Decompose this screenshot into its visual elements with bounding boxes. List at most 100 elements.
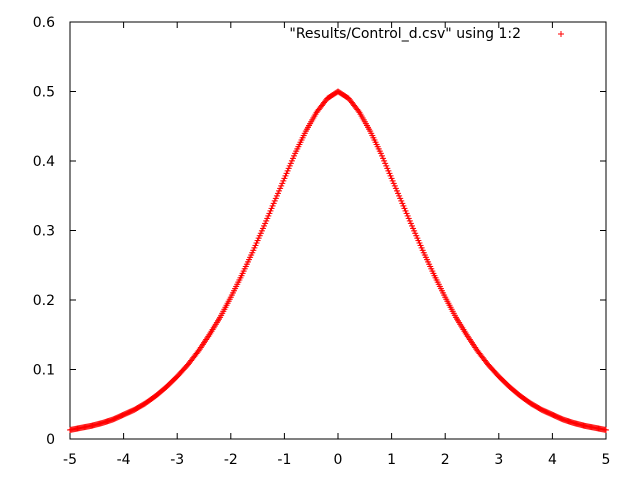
data-point-fill [380,155,387,162]
data-point-fill [264,215,271,222]
data-point-fill [285,165,292,172]
data-point-fill [269,202,276,209]
data-point-fill [276,187,283,194]
x-tick-label: -1 [277,452,291,468]
data-point-fill [385,167,392,174]
data-point [120,411,127,418]
data-point-fill [284,167,291,174]
data-point-fill [407,220,414,227]
data-point-fill [406,217,413,224]
y-tick-label: 0 [46,432,55,448]
data-point [345,95,352,102]
y-tick-label: 0.2 [33,293,55,309]
data-point [570,420,577,427]
data-point [99,420,106,427]
data-point [206,331,213,338]
legend-marker [558,31,564,37]
data-point [442,294,449,301]
data-point-fill [262,220,269,227]
data-point [420,249,427,256]
data-point-fill [381,157,388,164]
data-point [399,200,406,207]
data-point [356,109,363,116]
data-point-fill [382,160,389,167]
data-point-fill [287,160,294,167]
data-point-fill [378,152,385,159]
data-point [549,411,556,418]
data-point-fill [400,202,407,209]
data-point [131,406,138,413]
data-point-fill [391,182,398,189]
data-point-fill [408,222,415,229]
data-point [324,95,331,102]
data-point-fill [395,190,402,197]
data-point-fill [263,217,270,224]
data-point-fill [392,185,399,192]
data-point-fill [279,180,286,187]
data-point [506,383,513,390]
data-point-fill [278,182,285,189]
data-point [152,392,159,399]
data-point [302,128,309,135]
data-points [67,88,609,433]
data-point [184,361,191,368]
y-tick-label: 0.5 [33,85,55,101]
data-point [517,392,524,399]
data-point-fill [397,195,404,202]
data-point-fill [402,207,409,214]
data-point [560,416,567,423]
data-point-fill [266,210,273,217]
data-point [474,347,481,354]
y-tick-label: 0.4 [33,154,55,170]
data-point [592,424,599,431]
data-point [485,361,492,368]
legend-marker-plus [558,31,564,37]
data-point [367,128,374,135]
data-point [313,109,320,116]
data-point [195,347,202,354]
data-point [270,200,277,207]
data-point [109,416,116,423]
data-point [174,373,181,380]
data-point [463,331,470,338]
data-point [259,225,266,232]
data-point [527,400,534,407]
data-point-fill [403,210,410,217]
data-point-fill [274,190,281,197]
data-point [238,272,245,279]
data-point [67,426,73,433]
data-point-fill [289,155,296,162]
x-tick-label: -4 [117,452,131,468]
data-point-fill [286,162,293,169]
x-tick-label: 2 [441,452,450,468]
data-point-fill [273,192,280,199]
data-point-fill [390,180,397,187]
data-point-fill [268,205,275,212]
data-point [142,400,149,407]
data-point [538,406,545,413]
data-point-fill [396,192,403,199]
data-point [292,150,299,157]
legend: "Results/Control_d.csv" using 1:2 [289,26,564,42]
x-tick-labels: -5 -4 -3 -2 -1 0 1 2 3 4 5 [63,452,610,468]
data-point [377,150,384,157]
data-point-fill [282,172,289,179]
data-point-fill [265,212,272,219]
x-tick-label: -2 [224,452,238,468]
data-point-fill [401,205,408,212]
data-point-fill [405,215,412,222]
data-point [217,314,224,321]
data-point [88,422,95,429]
data-point-fill [291,152,298,159]
data-point-fill [280,177,287,184]
data-point-fill [404,212,411,219]
data-point-fill [288,157,295,164]
data-point [335,88,341,95]
data-point-fill [261,222,268,229]
data-point-fill [277,185,284,192]
data-point-fill [283,170,290,177]
axis-ticks [69,21,607,440]
y-tick-label: 0.6 [33,15,55,31]
data-point [452,314,459,321]
